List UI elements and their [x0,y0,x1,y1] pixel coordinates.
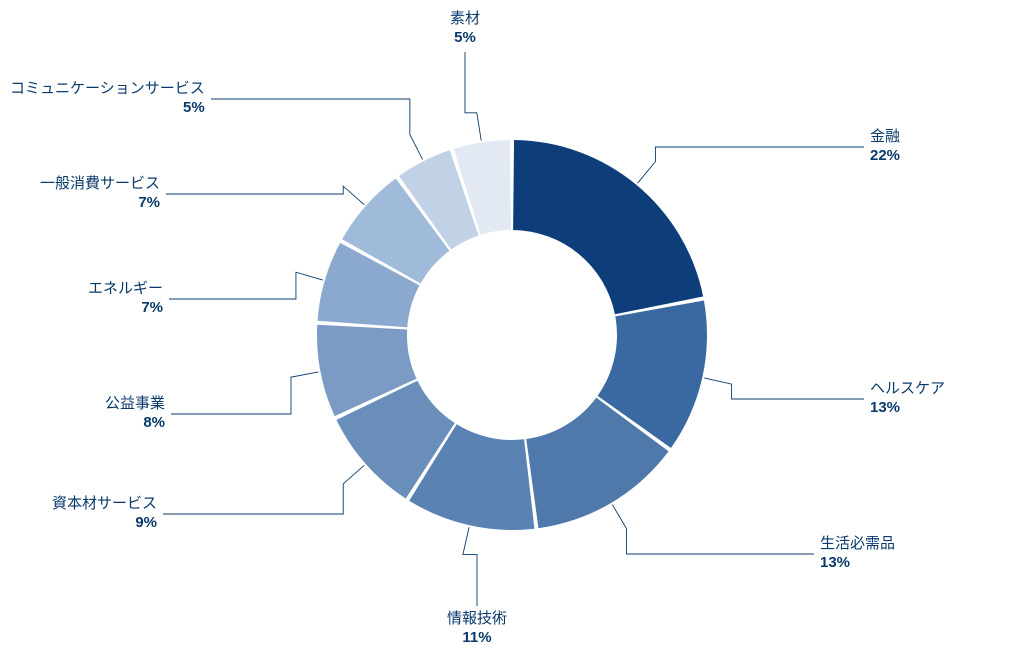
slice-label-pct: 7% [40,194,160,213]
slice-label-name: 一般消費サービス [40,175,160,194]
slice-label: エネルギー7% [88,280,163,318]
slice-label: 素材5% [450,10,480,48]
leader-line [612,505,814,554]
slice-label-name: 生活必需品 [820,535,895,554]
slice-label-name: ヘルスケア [870,380,945,399]
slice-label-name: 資本材サービス [52,495,157,514]
donut-slice [513,140,703,314]
slice-label: 一般消費サービス7% [40,175,160,213]
leader-line [638,147,864,183]
leader-line [169,272,323,299]
slice-label: 生活必需品13% [820,535,895,573]
leader-line [463,527,477,606]
slice-label-name: 金融 [870,128,900,147]
slice-label-pct: 7% [88,299,163,318]
leader-line [704,378,864,399]
slice-label-pct: 13% [870,399,945,418]
leader-line [465,52,481,140]
leader-line [211,99,423,159]
slice-label: 金融22% [870,128,900,166]
slice-label-pct: 5% [10,99,205,118]
slice-label-name: 情報技術 [447,610,507,629]
slice-label: コミュニケーションサービス5% [10,80,205,118]
slice-label-pct: 22% [870,147,900,166]
slice-label-name: コミュニケーションサービス [10,80,205,99]
leader-line [163,465,364,514]
slice-label-name: エネルギー [88,280,163,299]
sector-donut-chart: 金融22%ヘルスケア13%生活必需品13%情報技術11%資本材サービス9%公益事… [0,0,1024,658]
slice-label-pct: 13% [820,554,895,573]
slice-label-name: 素材 [450,10,480,29]
slice-label-name: 公益事業 [105,395,165,414]
slice-label-pct: 5% [450,29,480,48]
slice-label-pct: 8% [105,414,165,433]
slice-label: 公益事業8% [105,395,165,433]
slice-label-pct: 11% [447,629,507,648]
slice-label: 資本材サービス9% [52,495,157,533]
leader-line [166,186,364,205]
slice-label-pct: 9% [52,514,157,533]
leader-line [171,372,318,414]
slice-label: ヘルスケア13% [870,380,945,418]
slice-label: 情報技術11% [447,610,507,648]
